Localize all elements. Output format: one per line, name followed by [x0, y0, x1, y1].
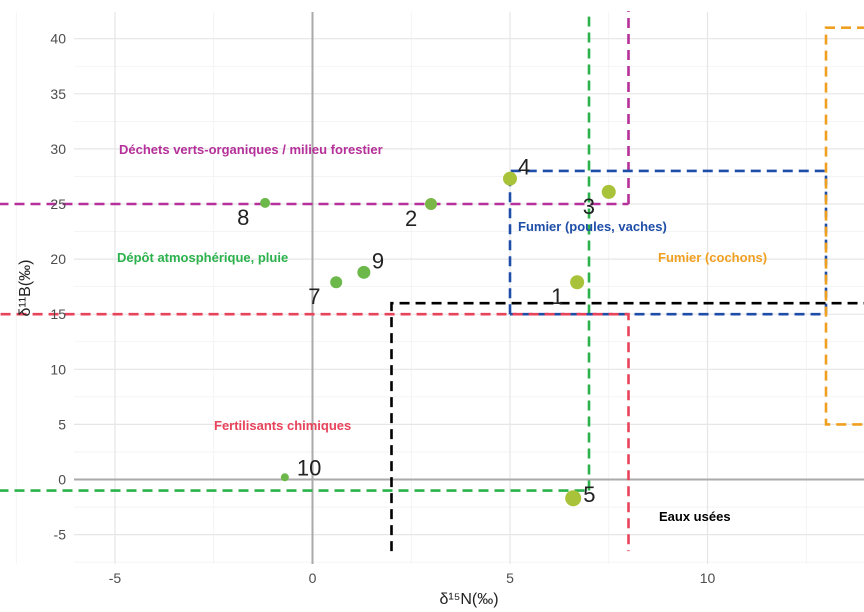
- y-tick-label: 10: [50, 361, 66, 377]
- zone-boundary-5: [0, 312, 630, 552]
- point-1: [570, 275, 585, 290]
- y-axis-title: δ¹¹B(‰): [17, 260, 34, 317]
- y-tick-label: 0: [58, 472, 66, 488]
- y-tick-label: 35: [50, 86, 66, 102]
- point-label-1: 1: [551, 284, 563, 309]
- point-label-3: 3: [583, 194, 595, 219]
- point-2: [425, 198, 437, 210]
- zones: [0, 11, 864, 552]
- point-label-10: 10: [297, 455, 321, 480]
- zone-boundary-3: [508, 169, 828, 316]
- zone-label-5: Fertilisants chimiques: [214, 418, 351, 433]
- point-label-7: 7: [308, 284, 320, 309]
- zone-label-2: Dépôt atmosphérique, pluie: [117, 250, 288, 265]
- zone-label-1: Déchets verts-organiques / milieu forest…: [119, 142, 383, 157]
- point-9: [357, 265, 371, 279]
- point-7: [330, 276, 343, 289]
- point-3: [601, 184, 616, 199]
- zone-label-4: Fumier (cochons): [658, 250, 767, 265]
- point-8: [260, 197, 271, 208]
- y-tick-label: -5: [54, 527, 67, 543]
- y-tick-label: 40: [50, 31, 66, 47]
- zone-label-3: Fumier (poules, vaches): [518, 219, 667, 234]
- point-label-2: 2: [405, 206, 417, 231]
- y-tick-label: 15: [50, 306, 66, 322]
- y-tick-label: 25: [50, 196, 66, 212]
- zone-labels: Déchets verts-organiques / milieu forest…: [117, 142, 767, 524]
- x-axis-title: δ¹⁵N(‰): [439, 591, 498, 608]
- y-tick-label: 30: [50, 141, 66, 157]
- point-4: [503, 171, 517, 186]
- x-tick-label: 0: [309, 570, 317, 586]
- point-labels: 1 2 3 4 5 7 8 9 10: [237, 155, 595, 508]
- plot-panel: [74, 12, 864, 564]
- x-tick-label: -5: [109, 570, 122, 586]
- point-label-5: 5: [583, 482, 595, 507]
- y-tick-label: 20: [50, 251, 66, 267]
- point-label-8: 8: [237, 205, 249, 230]
- x-tick-label: 10: [700, 570, 716, 586]
- points: [260, 171, 616, 507]
- y-tick-label: 5: [58, 416, 66, 432]
- grid-minor: [15, 12, 864, 564]
- zone-label-6: Eaux usées: [659, 509, 731, 524]
- point-5: [565, 490, 582, 507]
- point-10: [280, 473, 289, 482]
- point-label-4: 4: [518, 155, 530, 180]
- point-label-9: 9: [372, 248, 384, 273]
- zero-lines: [74, 12, 864, 564]
- y-tick-labels: -5 0 5 10 15 20 25 30 35 40: [50, 31, 66, 543]
- x-tick-label: 5: [506, 570, 514, 586]
